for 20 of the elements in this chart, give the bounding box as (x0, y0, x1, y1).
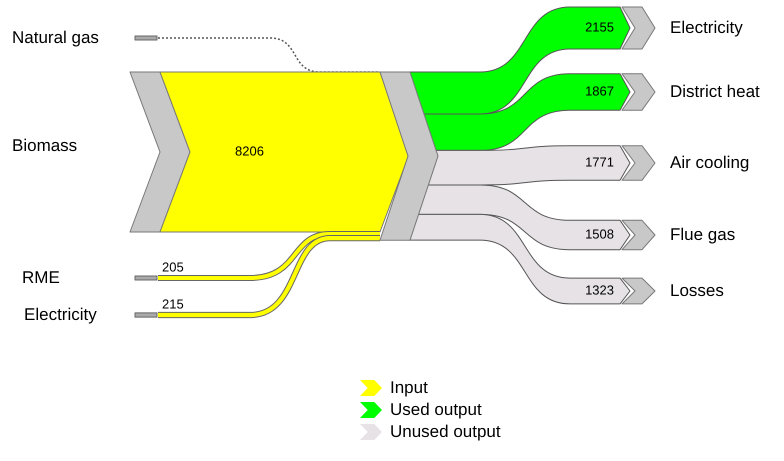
category-label: Biomass (12, 136, 78, 156)
data-label: 1323 (585, 282, 614, 298)
data-label: 1508 (585, 226, 614, 242)
data-label: 2155 (585, 20, 614, 35)
data-label: 205 (162, 260, 184, 275)
category-label: Flue gas (670, 225, 736, 245)
legend-label: Used output (390, 400, 482, 420)
legend-label: Unused output (390, 422, 501, 442)
data-label: 8206 (235, 144, 264, 159)
legend-label: Input (390, 378, 428, 398)
category-label: Air cooling (670, 153, 750, 173)
data-label: 215 (162, 296, 184, 312)
data-label: 1867 (585, 84, 614, 99)
category-label: Natural gas (12, 28, 99, 48)
category-label: RME (22, 268, 60, 288)
category-label: Electricity (670, 18, 743, 38)
category-label: District heat (670, 82, 760, 102)
category-label: Losses (670, 281, 724, 301)
category-label: Electricity (24, 305, 97, 325)
data-label: 1771 (585, 154, 614, 170)
